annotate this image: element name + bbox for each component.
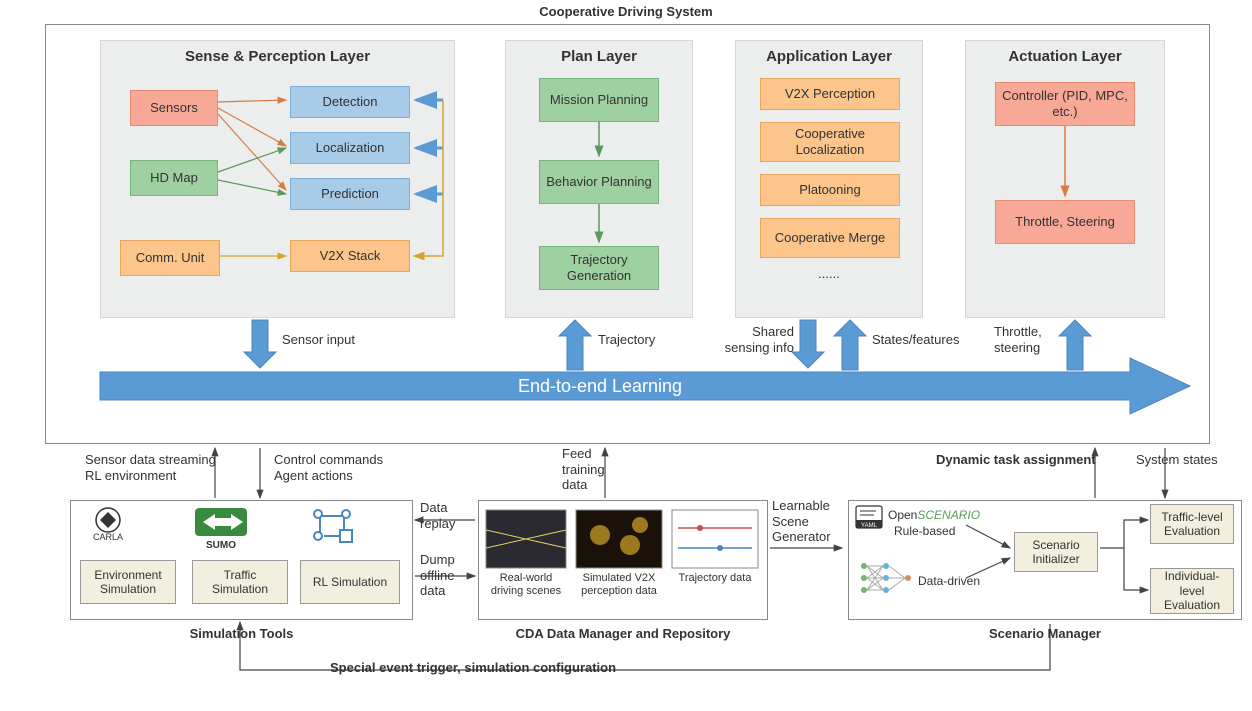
- lbl-special: Special event trigger, simulation config…: [330, 660, 616, 676]
- lbl-stream: Sensor data streaming RL environment: [85, 452, 216, 483]
- platoon-box: Platooning: [760, 174, 900, 206]
- sense-title: Sense & Perception Layer: [100, 48, 455, 65]
- lbl-feed: Feed training data: [562, 446, 632, 493]
- plan-title: Plan Layer: [505, 48, 693, 65]
- rl-sim-box: RL Simulation: [300, 560, 400, 604]
- app-title: Application Layer: [735, 48, 923, 65]
- main-title: Cooperative Driving System: [0, 4, 1252, 19]
- behavior-box: Behavior Planning: [539, 160, 659, 204]
- lbl-sysstates: System states: [1136, 452, 1218, 468]
- openscenario-label: OpenSCENARIO: [888, 508, 980, 522]
- sensors-box: Sensors: [130, 90, 218, 126]
- act-title: Actuation Layer: [965, 48, 1165, 65]
- detection-box: Detection: [290, 86, 410, 118]
- lbl-replay: Data replay: [420, 500, 476, 531]
- lbl-sensor-input: Sensor input: [282, 332, 355, 348]
- scenario-init-box: Scenario Initializer: [1014, 532, 1098, 572]
- localization-box: Localization: [290, 132, 410, 164]
- data-label: Data-driven: [918, 574, 980, 588]
- lbl-throttle: Throttle, steering: [994, 324, 1064, 355]
- traffic-eval-box: Traffic-level Evaluation: [1150, 504, 1234, 544]
- coopmerge-box: Cooperative Merge: [760, 218, 900, 258]
- cda-outer: [478, 500, 768, 620]
- cda-title: CDA Data Manager and Repository: [478, 626, 768, 642]
- rule-label: Rule-based: [894, 524, 955, 538]
- comm-box: Comm. Unit: [120, 240, 220, 276]
- hdmap-box: HD Map: [130, 160, 218, 196]
- lbl-dump: Dump offline data: [420, 552, 476, 599]
- app-dots: ......: [735, 266, 923, 282]
- lbl-dynamic: Dynamic task assignment: [936, 452, 1096, 468]
- trajectory-box: Trajectory Generation: [539, 246, 659, 290]
- cda-traj: Trajectory data: [672, 572, 758, 585]
- lbl-learnable: Learnable Scene Generator: [772, 498, 844, 545]
- env-sim-box: Environment Simulation: [80, 560, 176, 604]
- scenario-title: Scenario Manager: [848, 626, 1242, 642]
- lbl-control: Control commands Agent actions: [274, 452, 383, 483]
- v2xp-box: V2X Perception: [760, 78, 900, 110]
- controller-box: Controller (PID, MPC, etc.): [995, 82, 1135, 126]
- lbl-states: States/features: [872, 332, 959, 348]
- throttle-box: Throttle, Steering: [995, 200, 1135, 244]
- v2xstack-box: V2X Stack: [290, 240, 410, 272]
- lbl-shared: Shared sensing info: [710, 324, 794, 355]
- mission-box: Mission Planning: [539, 78, 659, 122]
- prediction-box: Prediction: [290, 178, 410, 210]
- cda-simv2x: Simulated V2X perception data: [574, 572, 664, 598]
- lbl-trajectory: Trajectory: [598, 332, 655, 348]
- cda-real: Real-world driving scenes: [484, 572, 568, 598]
- traffic-sim-box: Traffic Simulation: [192, 560, 288, 604]
- sim-title: Simulation Tools: [70, 626, 413, 642]
- cooploc-box: Cooperative Localization: [760, 122, 900, 162]
- indiv-eval-box: Individual-level Evaluation: [1150, 568, 1234, 614]
